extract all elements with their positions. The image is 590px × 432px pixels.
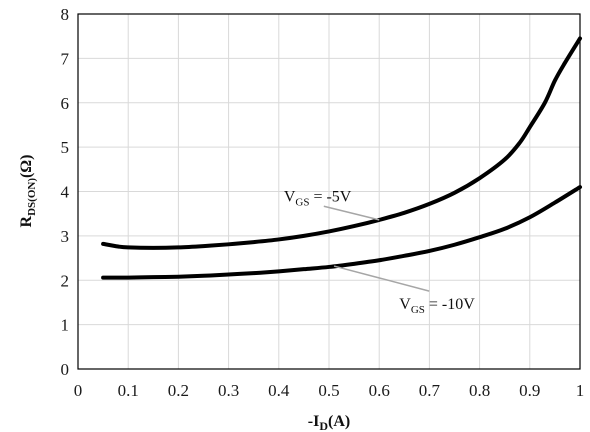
x-axis-title: -ID(A) <box>308 413 350 432</box>
x-tick-label: 0.9 <box>519 381 540 400</box>
y-tick-label: 6 <box>61 94 70 113</box>
annotation-sub: GS <box>295 196 309 208</box>
y-tick-label: 0 <box>61 360 70 379</box>
annotation-leader-line <box>333 265 430 292</box>
y-tick-label: 3 <box>61 227 70 246</box>
x-tick-label: 0.4 <box>268 381 290 400</box>
y-tick-label: 5 <box>61 138 70 157</box>
annotation-main: V <box>284 188 296 205</box>
x-tick-label: 0.2 <box>168 381 189 400</box>
y-tick-label: 1 <box>61 316 70 335</box>
series-layer <box>101 36 582 280</box>
x-tick-label: 1 <box>576 381 585 400</box>
x-axis-title-main: -I <box>308 413 320 430</box>
y-axis-title-tail: (Ω) <box>18 155 35 178</box>
y-axis-title: RDS(ON)(Ω) <box>18 155 38 228</box>
x-tick-label: 0.6 <box>369 381 390 400</box>
x-axis-title-sub: D <box>319 419 328 432</box>
x-tick-label: 0.1 <box>118 381 139 400</box>
annotation-tail: = -10V <box>425 296 475 313</box>
plot-frame <box>77 13 581 370</box>
y-axis-title-sub: DS(ON) <box>26 178 38 216</box>
grid <box>78 14 580 369</box>
y-tick-label: 4 <box>61 183 70 202</box>
annotation-tail: = -5V <box>309 188 351 205</box>
annotation-sub: GS <box>411 304 425 316</box>
series-line-2 <box>101 185 582 280</box>
series-annotation: VGS = -5V <box>284 188 352 208</box>
y-tick-label: 7 <box>61 49 70 68</box>
tick-labels: 0 0.1 0.2 0.3 0.4 0.5 0.6 0.7 0.8 0.9 1 0 1 2 3 4 5 6 7 8 <box>61 5 585 400</box>
x-tick-label: 0.3 <box>218 381 239 400</box>
x-axis-title-tail: (A) <box>328 413 350 430</box>
x-tick-label: 0.8 <box>469 381 490 400</box>
x-tick-label: 0 <box>74 381 83 400</box>
x-tick-label: 0.5 <box>318 381 339 400</box>
x-tick-label: 0.7 <box>419 381 441 400</box>
annotation-leader-line <box>323 205 380 221</box>
annotation-main: V <box>399 296 411 313</box>
y-tick-label: 8 <box>61 5 70 24</box>
series-annotation: VGS = -10V <box>399 296 475 316</box>
y-tick-label: 2 <box>61 271 70 290</box>
y-axis-title-main: R <box>18 215 35 227</box>
series-line-1 <box>101 36 582 250</box>
